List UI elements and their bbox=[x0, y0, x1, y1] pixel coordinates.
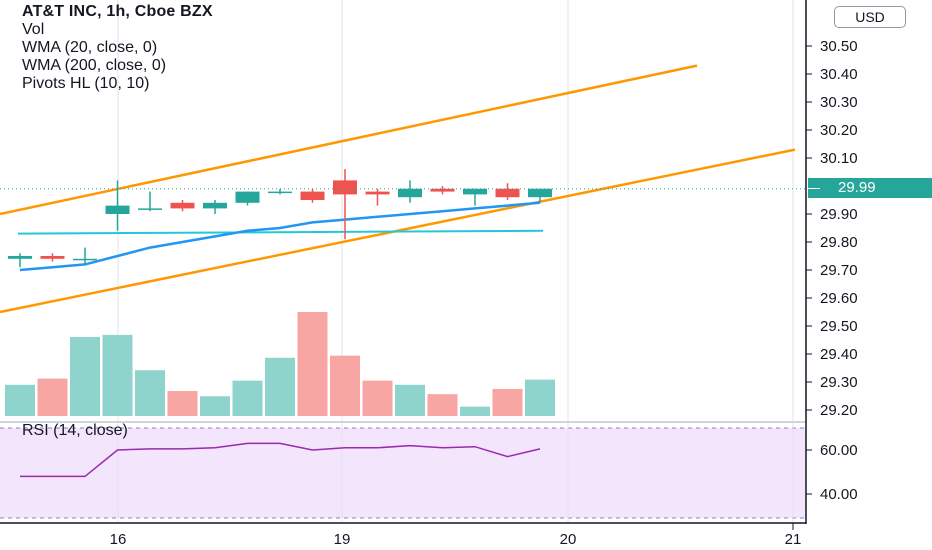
wma200-line bbox=[18, 231, 543, 234]
legend-wma200[interactable]: WMA (200, close, 0) bbox=[22, 57, 213, 75]
candle-body bbox=[496, 189, 520, 197]
volume-bar bbox=[200, 396, 230, 416]
volume-bar bbox=[103, 335, 133, 416]
volume-bar bbox=[298, 312, 328, 416]
volume-bar bbox=[493, 389, 523, 416]
legend-vol[interactable]: Vol bbox=[22, 21, 213, 39]
price-tick-label: 29.50 bbox=[820, 318, 858, 335]
rsi-tick-label: 40.00 bbox=[820, 486, 858, 503]
candle-body bbox=[333, 180, 357, 194]
symbol-title[interactable]: AT&T INC, 1h, Cboe BZX bbox=[22, 3, 213, 21]
candle-body bbox=[203, 203, 227, 209]
time-tick-label: 20 bbox=[560, 531, 577, 548]
chart-legend: AT&T INC, 1h, Cboe BZX Vol WMA (20, clos… bbox=[22, 3, 213, 93]
volume-bar bbox=[265, 358, 295, 416]
price-tick-label: 30.50 bbox=[820, 38, 858, 55]
time-tick-label: 16 bbox=[110, 531, 127, 548]
last-price-badge: 29.99 bbox=[808, 178, 932, 198]
candle-body bbox=[268, 192, 292, 194]
price-tick-label: 29.70 bbox=[820, 262, 858, 279]
volume-bar bbox=[525, 380, 555, 416]
volume-bar bbox=[395, 385, 425, 416]
candle-body bbox=[301, 192, 325, 200]
volume-bar bbox=[460, 407, 490, 416]
price-tick-label: 29.30 bbox=[820, 374, 858, 391]
volume-bar bbox=[233, 381, 263, 416]
volume-bar bbox=[38, 379, 68, 416]
legend-wma20[interactable]: WMA (20, close, 0) bbox=[22, 39, 213, 57]
candle-body bbox=[366, 192, 390, 195]
price-tick-label: 29.40 bbox=[820, 346, 858, 363]
price-tick-label: 30.10 bbox=[820, 150, 858, 167]
candle-body bbox=[106, 206, 130, 214]
currency-button[interactable]: USD bbox=[834, 6, 906, 28]
candle-body bbox=[463, 189, 487, 195]
price-tick-label: 29.60 bbox=[820, 290, 858, 307]
price-tick-label: 29.80 bbox=[820, 234, 858, 251]
candle-body bbox=[398, 189, 422, 197]
legend-pivots[interactable]: Pivots HL (10, 10) bbox=[22, 75, 213, 93]
candle-body bbox=[528, 189, 552, 197]
volume-bar bbox=[330, 356, 360, 416]
wma20-line bbox=[20, 203, 540, 270]
time-tick-label: 19 bbox=[334, 531, 351, 548]
time-tick-label: 21 bbox=[785, 531, 802, 548]
volume-bar bbox=[135, 370, 165, 416]
volume-bar bbox=[363, 381, 393, 416]
candle-body bbox=[431, 189, 455, 192]
rsi-legend[interactable]: RSI (14, close) bbox=[22, 422, 128, 440]
price-tick-label: 30.40 bbox=[820, 66, 858, 83]
volume-bar bbox=[5, 385, 35, 416]
candle-body bbox=[138, 208, 162, 210]
rsi-band bbox=[0, 428, 806, 518]
candle-body bbox=[8, 256, 32, 259]
candle-body bbox=[41, 256, 65, 259]
volume-bar bbox=[168, 391, 198, 416]
candle-body bbox=[171, 203, 195, 209]
volume-bar bbox=[428, 394, 458, 416]
candle-body bbox=[236, 192, 260, 203]
price-tick-label: 30.20 bbox=[820, 122, 858, 139]
candle-body bbox=[73, 259, 97, 261]
price-tick-label: 30.30 bbox=[820, 94, 858, 111]
volume-bar bbox=[70, 337, 100, 416]
price-tick-label: 29.90 bbox=[820, 206, 858, 223]
price-tick-label: 29.20 bbox=[820, 402, 858, 419]
rsi-tick-label: 60.00 bbox=[820, 442, 858, 459]
